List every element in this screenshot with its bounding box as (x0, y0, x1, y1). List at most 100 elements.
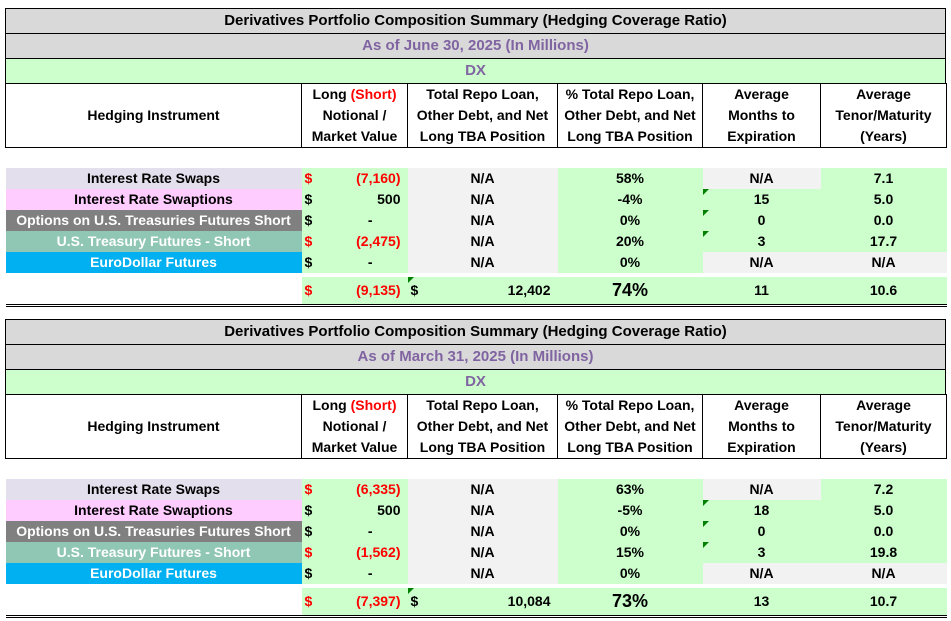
repo-cell: N/A (407, 562, 558, 584)
instrument-label: Interest Rate Swaps (5, 478, 302, 500)
notional-cell: $ - (301, 251, 408, 273)
instrument-label: Interest Rate Swaps (5, 167, 302, 189)
total-row: $ (9,135) $12,402 74% 11 10.6 (5, 276, 947, 307)
tenor-cell: 0.0 (820, 209, 947, 231)
tenor-cell: N/A (820, 562, 947, 584)
header-tenor: Average Tenor/Maturity (Years) (820, 394, 947, 459)
months-cell: 3 (702, 230, 821, 252)
repo-cell: N/A (407, 251, 558, 273)
table-row: Options on U.S. Treasuries Futures Short… (5, 209, 947, 231)
table-row: U.S. Treasury Futures - Short $ (1,562) N… (5, 541, 947, 563)
notional-cell: $ (1,562) (301, 541, 408, 563)
table-row: U.S. Treasury Futures - Short $ (2,475) N… (5, 230, 947, 252)
notional-cell: $500 (301, 188, 408, 210)
tenor-cell: 5.0 (820, 188, 947, 210)
notional-cell: $500 (301, 499, 408, 521)
instrument-label: Interest Rate Swaptions (5, 499, 302, 521)
months-cell: 18 (702, 499, 821, 521)
tenor-cell: 5.0 (820, 499, 947, 521)
instrument-label: Interest Rate Swaptions (5, 188, 302, 210)
entity-label: DX (5, 369, 946, 394)
data-grid: Hedging Instrument Long (Short) Notional… (5, 394, 947, 618)
tenor-cell: 19.8 (820, 541, 947, 563)
header-notional: Long (Short) Notional / Market Value (301, 83, 408, 148)
repo-cell: N/A (407, 230, 558, 252)
header-instrument: Hedging Instrument (5, 394, 302, 459)
pct-cell: 0% (557, 209, 703, 231)
months-cell: 0 (702, 209, 821, 231)
total-months: 13 (702, 587, 821, 618)
header-months: Average Months to Expiration (702, 83, 821, 148)
instrument-label: Options on U.S. Treasuries Futures Short (5, 209, 302, 231)
repo-cell: N/A (407, 478, 558, 500)
pct-cell: 0% (557, 520, 703, 542)
repo-cell: N/A (407, 541, 558, 563)
table-row: Interest Rate Swaps $ (6,335) N/A 63% N/A… (5, 478, 947, 500)
pct-cell: 0% (557, 562, 703, 584)
entity-label: DX (5, 58, 946, 83)
header-repo: Total Repo Loan, Other Debt, and Net Lon… (407, 394, 558, 459)
notional-cell: $ (2,475) (301, 230, 408, 252)
months-cell: N/A (702, 562, 821, 584)
as-of-date: As of March 31, 2025 (In Millions) (5, 344, 946, 369)
tenor-cell: 0.0 (820, 520, 947, 542)
total-repo: $12,402 (407, 276, 558, 307)
notional-cell: $ (7,160) (301, 167, 408, 189)
notional-cell: $ (6,335) (301, 478, 408, 500)
pct-cell: 63% (557, 478, 703, 500)
months-cell: 15 (702, 188, 821, 210)
pct-cell: -4% (557, 188, 703, 210)
total-tenor: 10.7 (820, 587, 947, 618)
pct-cell: 20% (557, 230, 703, 252)
months-cell: 3 (702, 541, 821, 563)
summary-table-june: Derivatives Portfolio Composition Summar… (5, 8, 947, 307)
total-repo: $10,084 (407, 587, 558, 618)
instrument-label: EuroDollar Futures (5, 251, 302, 273)
total-notional: $ (9,135) (301, 276, 408, 307)
tenor-cell: 7.2 (820, 478, 947, 500)
months-cell: N/A (702, 167, 821, 189)
pct-cell: -5% (557, 499, 703, 521)
instrument-label: Options on U.S. Treasuries Futures Short (5, 520, 302, 542)
header-repo: Total Repo Loan, Other Debt, and Net Lon… (407, 83, 558, 148)
table-title: Derivatives Portfolio Composition Summar… (5, 8, 946, 33)
header-row: Hedging Instrument Long (Short) Notional… (5, 394, 947, 459)
tenor-cell: 7.1 (820, 167, 947, 189)
table-title: Derivatives Portfolio Composition Summar… (5, 319, 946, 344)
header-months: Average Months to Expiration (702, 394, 821, 459)
header-pct: % Total Repo Loan, Other Debt, and Net L… (557, 83, 703, 148)
pct-cell: 15% (557, 541, 703, 563)
instrument-label: U.S. Treasury Futures - Short (5, 541, 302, 563)
header-notional: Long (Short) Notional / Market Value (301, 394, 408, 459)
table-row: Interest Rate Swaps $ (7,160) N/A 58% N/A… (5, 167, 947, 189)
total-pct: 73% (557, 587, 703, 618)
table-row: Interest Rate Swaptions $500 N/A -4% 15 … (5, 188, 947, 210)
repo-cell: N/A (407, 499, 558, 521)
instrument-label: U.S. Treasury Futures - Short (5, 230, 302, 252)
months-cell: 0 (702, 520, 821, 542)
tenor-cell: 17.7 (820, 230, 947, 252)
instrument-label: EuroDollar Futures (5, 562, 302, 584)
header-tenor: Average Tenor/Maturity (Years) (820, 83, 947, 148)
pct-cell: 58% (557, 167, 703, 189)
months-cell: N/A (702, 478, 821, 500)
pct-cell: 0% (557, 251, 703, 273)
total-row: $ (7,397) $10,084 73% 13 10.7 (5, 587, 947, 618)
table-row: Options on U.S. Treasuries Futures Short… (5, 520, 947, 542)
repo-cell: N/A (407, 520, 558, 542)
as-of-date: As of June 30, 2025 (In Millions) (5, 33, 946, 58)
total-pct: 74% (557, 276, 703, 307)
summary-table-march: Derivatives Portfolio Composition Summar… (5, 319, 947, 618)
header-instrument: Hedging Instrument (5, 83, 302, 148)
repo-cell: N/A (407, 167, 558, 189)
header-pct: % Total Repo Loan, Other Debt, and Net L… (557, 394, 703, 459)
repo-cell: N/A (407, 188, 558, 210)
notional-cell: $ - (301, 562, 408, 584)
notional-cell: $ - (301, 520, 408, 542)
notional-cell: $ - (301, 209, 408, 231)
header-row: Hedging Instrument Long (Short) Notional… (5, 83, 947, 148)
months-cell: N/A (702, 251, 821, 273)
total-notional: $ (7,397) (301, 587, 408, 618)
data-grid: Hedging Instrument Long (Short) Notional… (5, 83, 947, 307)
total-months: 11 (702, 276, 821, 307)
